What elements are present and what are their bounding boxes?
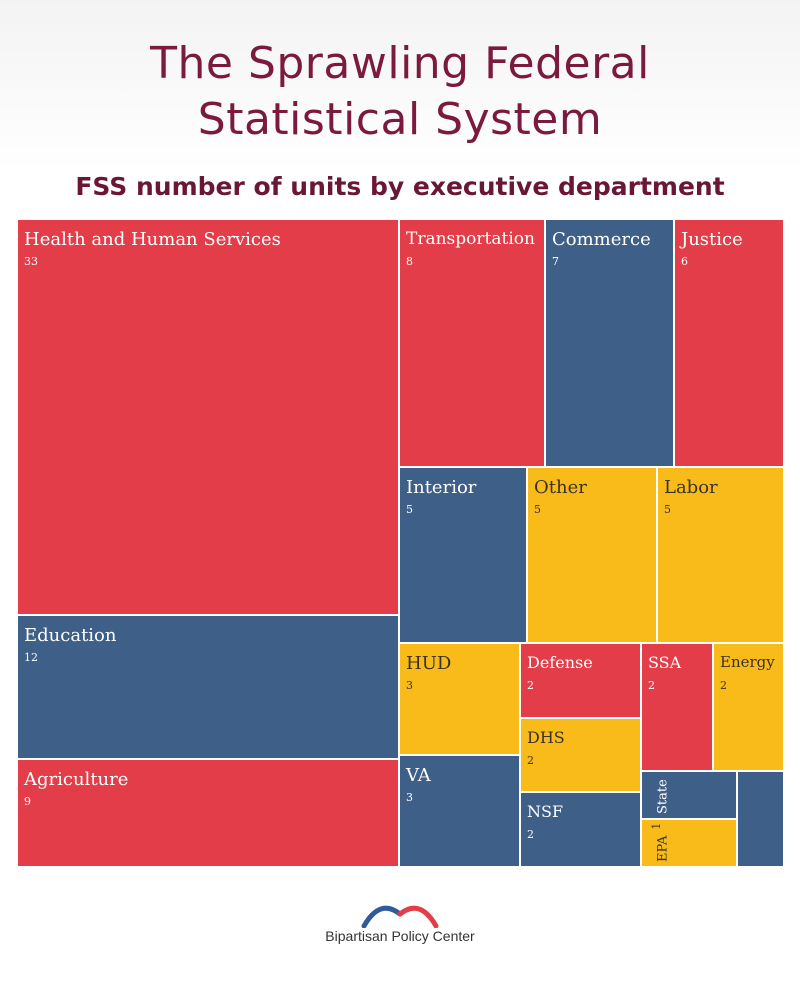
cell-label: Health and Human Services — [24, 229, 281, 250]
treemap-cell-unlabeled — [738, 772, 785, 868]
cell-value: 12 — [24, 651, 38, 664]
cell-value: 2 — [527, 679, 534, 692]
treemap-cell-commerce: Commerce 7 — [546, 220, 675, 468]
cell-value: 3 — [406, 791, 413, 804]
treemap-cell-epa: EPA 1 — [642, 820, 738, 868]
treemap-cell-state: State 1 — [642, 772, 738, 820]
cell-label: HUD — [406, 653, 452, 674]
page-title: The Sprawling Federal Statistical System — [0, 36, 800, 148]
treemap-cell-health-and-human-services: Health and Human Services 33 — [18, 220, 400, 616]
treemap-cell-nsf: NSF 2 — [521, 793, 642, 868]
cell-value: 2 — [648, 679, 655, 692]
cell-label: Justice — [681, 229, 743, 250]
cell-value: 3 — [406, 679, 413, 692]
treemap-cell-agriculture: Agriculture 9 — [18, 760, 400, 868]
cell-value: 2 — [527, 754, 534, 767]
cell-value: 2 — [527, 828, 534, 841]
cell-label: Other — [534, 477, 587, 498]
epa-vertical-label: EPA 1 — [650, 823, 670, 862]
cell-value: 5 — [406, 503, 413, 516]
cell-value: 2 — [720, 679, 727, 692]
cell-label: Energy — [720, 653, 775, 671]
state-vertical-label: State 1 — [650, 772, 670, 814]
cell-label: Defense — [527, 653, 593, 672]
cell-value: 5 — [534, 503, 541, 516]
treemap-chart: Health and Human Services 33 Education 1… — [18, 220, 785, 868]
treemap-cell-defense: Defense 2 — [521, 644, 642, 719]
cell-value: 9 — [24, 795, 31, 808]
cell-value: 33 — [24, 255, 38, 268]
cell-label: DHS — [527, 728, 565, 747]
treemap-cell-va: VA 3 — [400, 756, 521, 868]
cell-value: 8 — [406, 255, 413, 268]
chart-subtitle: FSS number of units by executive departm… — [75, 172, 725, 201]
cell-value: 1 — [650, 822, 663, 830]
treemap-cell-interior: Interior 5 — [400, 468, 528, 644]
cell-value: 7 — [552, 255, 559, 268]
cell-label: SSA — [648, 653, 682, 672]
treemap-cell-dhs: DHS 2 — [521, 719, 642, 793]
bpc-logo-icon — [361, 905, 439, 928]
cell-label: NSF — [527, 802, 564, 821]
cell-label: Transportation — [406, 229, 535, 249]
treemap-cell-justice: Justice 6 — [675, 220, 785, 468]
cell-label: Agriculture — [24, 769, 129, 790]
cell-label: State — [655, 779, 671, 814]
treemap-cell-education: Education 12 — [18, 616, 400, 760]
organization-name: Bipartisan Policy Center — [325, 928, 475, 944]
cell-label: Education — [24, 625, 117, 646]
cell-label: VA — [406, 765, 431, 786]
cell-value: 5 — [664, 503, 671, 516]
treemap-cell-transportation: Transportation 8 — [400, 220, 546, 468]
treemap-cell-ssa: SSA 2 — [642, 644, 714, 772]
treemap-cell-labor: Labor 5 — [658, 468, 785, 644]
cell-value: 1 — [650, 772, 663, 773]
cell-label: Labor — [664, 477, 718, 498]
cell-value: 6 — [681, 255, 688, 268]
title-line-1: The Sprawling Federal — [150, 38, 650, 89]
treemap-cell-energy: Energy 2 — [714, 644, 785, 772]
treemap-cell-other: Other 5 — [528, 468, 658, 644]
treemap-cell-hud: HUD 3 — [400, 644, 521, 756]
cell-label: Interior — [406, 477, 477, 498]
title-line-2: Statistical System — [197, 94, 603, 145]
cell-label: EPA — [655, 835, 671, 862]
cell-label: Commerce — [552, 229, 651, 250]
